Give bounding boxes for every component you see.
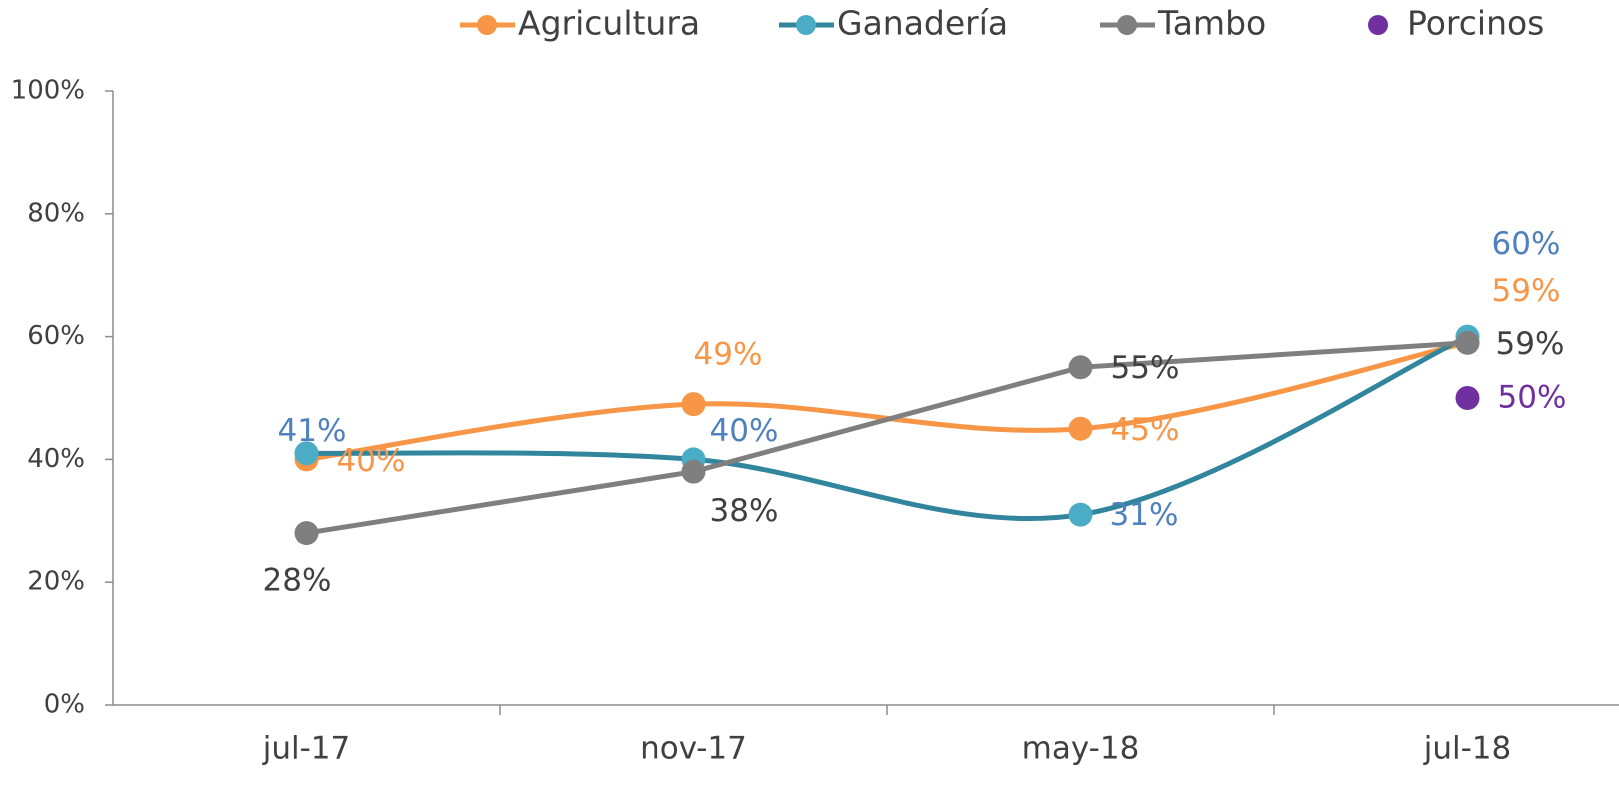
legend-label: Porcinos: [1407, 4, 1544, 43]
data-point: [294, 441, 319, 466]
data-label: 40%: [710, 413, 779, 449]
data-label: 31%: [1110, 497, 1179, 533]
series-line: [306, 340, 1469, 462]
y-tick-label: 100%: [11, 76, 85, 106]
x-tick-label: may-18: [1022, 731, 1140, 767]
data-point: [1455, 386, 1480, 410]
series-line: [306, 334, 1469, 522]
data-label: 38%: [710, 493, 779, 529]
data-point: [1068, 502, 1093, 527]
legend-label: Agricultura: [518, 4, 700, 43]
legend-marker: [477, 15, 497, 35]
x-tick-label: nov-17: [640, 731, 747, 767]
legend-label: Ganadería: [837, 4, 1008, 43]
data-label: 50%: [1498, 380, 1567, 416]
data-point: [1068, 355, 1093, 380]
x-tick-label: jul-18: [1423, 731, 1512, 767]
data-point: [294, 521, 319, 546]
data-label: 60%: [1492, 226, 1561, 262]
data-label: 59%: [1496, 326, 1565, 362]
data-point: [1068, 416, 1093, 441]
data-label: 41%: [278, 413, 347, 449]
data-point: [681, 459, 706, 484]
data-label: 59%: [1492, 273, 1561, 309]
series-line: [306, 340, 1468, 536]
legend-marker: [796, 15, 816, 35]
legend-marker: [1368, 15, 1388, 35]
data-point: [681, 392, 706, 417]
data-label: 55%: [1111, 350, 1180, 386]
y-tick-label: 60%: [27, 321, 85, 351]
y-tick-label: 20%: [27, 567, 85, 597]
legend-marker: [1117, 15, 1137, 35]
y-tick-label: 0%: [44, 690, 85, 720]
y-tick-label: 80%: [27, 198, 85, 228]
legend-label: Tambo: [1157, 4, 1266, 43]
data-label: 28%: [263, 563, 332, 599]
data-point: [1455, 330, 1480, 355]
x-tick-label: jul-17: [262, 731, 351, 767]
data-label: 40%: [337, 443, 406, 479]
data-label: 45%: [1111, 412, 1180, 448]
data-label: 49%: [694, 337, 763, 373]
y-tick-label: 40%: [27, 444, 85, 474]
